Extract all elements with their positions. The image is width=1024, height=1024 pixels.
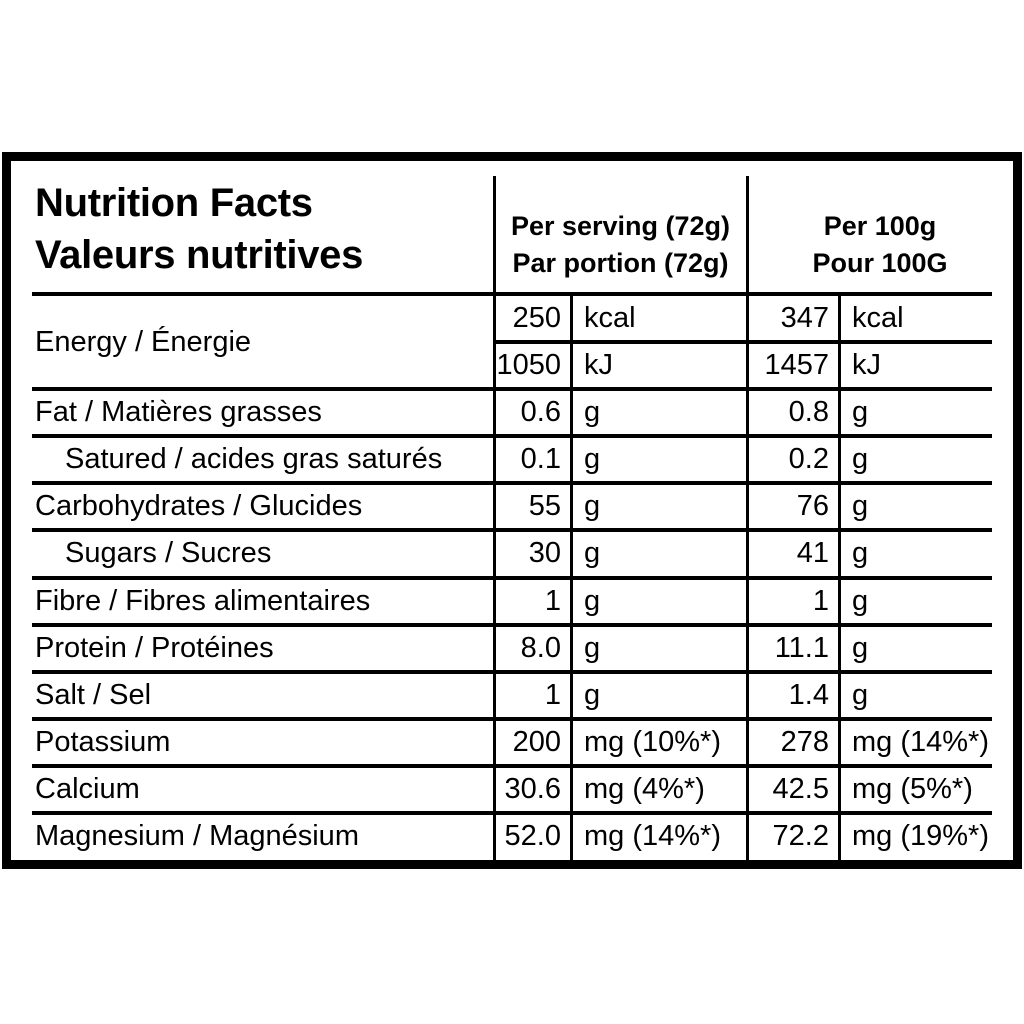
grid-line-horizontal	[32, 387, 992, 392]
value-saturated-per100-unit: g	[852, 443, 869, 476]
value-carbohydrates-serving-amount: 55	[528, 490, 561, 523]
column-header-per-serving-french: Par portion (72g)	[512, 248, 729, 278]
value-energy-serving-unit: kcal	[584, 302, 636, 335]
column-header-per-100g-french: Pour 100G	[812, 248, 948, 278]
value-energy-serving-unit: kJ	[584, 349, 613, 382]
value-protein-per100-unit: g	[852, 631, 869, 664]
value-magnesium-serving-amount: 52.0	[504, 819, 561, 852]
grid-line-vertical	[493, 176, 496, 860]
value-carbohydrates-per100-amount: 76	[796, 490, 829, 523]
grid-line-vertical	[746, 176, 749, 860]
grid-line-horizontal	[32, 716, 992, 721]
value-salt-serving-amount: 1	[544, 678, 561, 711]
row-label-potassium: Potassium	[35, 725, 171, 758]
column-header-per-100g-english: Per 100g	[823, 211, 937, 241]
value-magnesium-per100-unit: mg (19%*)	[852, 819, 989, 852]
column-header-per-serving-english: Per serving (72g)	[510, 211, 731, 241]
row-label-magnesium: Magnesium / Magnésium	[35, 819, 359, 852]
value-fat-serving-unit: g	[584, 396, 601, 429]
value-energy-serving-amount: 250	[512, 302, 561, 335]
value-salt-serving-unit: g	[584, 678, 601, 711]
grid-line-horizontal	[32, 763, 992, 768]
column-header-per-100g: Per 100g Pour 100G	[747, 161, 1013, 295]
value-fibre-serving-unit: g	[584, 584, 601, 617]
value-fat-serving-amount: 0.6	[520, 396, 561, 429]
value-calcium-per100-unit: mg (5%*)	[852, 772, 973, 805]
row-label-fibre: Fibre / Fibres alimentaires	[35, 584, 371, 617]
label-inner-area: Nutrition Facts Valeurs nutritives Per s…	[11, 161, 1013, 860]
row-label-carbohydrates: Carbohydrates / Glucides	[35, 490, 363, 523]
value-fat-per100-amount: 0.8	[788, 396, 829, 429]
value-protein-serving-unit: g	[584, 631, 601, 664]
value-saturated-serving-amount: 0.1	[520, 443, 561, 476]
value-energy-serving-amount: 1050	[496, 349, 561, 382]
value-saturated-per100-amount: 0.2	[788, 443, 829, 476]
row-label-fat: Fat / Matières grasses	[35, 396, 322, 429]
row-label-calcium: Calcium	[35, 772, 140, 805]
value-salt-per100-amount: 1.4	[788, 678, 829, 711]
row-label-energy: Energy / Énergie	[35, 325, 252, 358]
value-carbohydrates-per100-unit: g	[852, 490, 869, 523]
value-calcium-serving-unit: mg (4%*)	[584, 772, 705, 805]
value-fibre-per100-amount: 1	[812, 584, 829, 617]
value-energy-per100-unit: kJ	[852, 349, 881, 382]
value-potassium-serving-unit: mg (10%*)	[584, 725, 721, 758]
title-line-french: Valeurs nutritives	[35, 233, 364, 277]
value-sugars-serving-unit: g	[584, 537, 601, 570]
value-sugars-per100-amount: 41	[796, 537, 829, 570]
grid-line-horizontal	[32, 528, 992, 533]
row-label-saturated: Satured / acides gras saturés	[65, 443, 443, 476]
value-sugars-serving-amount: 30	[528, 537, 561, 570]
value-carbohydrates-serving-unit: g	[584, 490, 601, 523]
grid-line-horizontal-header	[32, 292, 992, 296]
grid-line-horizontal	[32, 810, 992, 815]
value-protein-per100-amount: 11.1	[774, 631, 829, 664]
row-label-protein: Protein / Protéines	[35, 631, 274, 664]
value-fibre-per100-unit: g	[852, 584, 869, 617]
grid-line-horizontal	[32, 669, 992, 674]
label-title: Nutrition Facts Valeurs nutritives	[35, 177, 363, 281]
value-potassium-per100-unit: mg (14%*)	[852, 725, 989, 758]
grid-line-horizontal	[32, 622, 992, 627]
value-calcium-serving-amount: 30.6	[504, 772, 561, 805]
value-fat-per100-unit: g	[852, 396, 869, 429]
value-potassium-serving-amount: 200	[512, 725, 561, 758]
nutrition-label-box: Nutrition Facts Valeurs nutritives Per s…	[2, 152, 1022, 869]
value-calcium-per100-amount: 42.5	[772, 772, 829, 805]
grid-line-horizontal	[32, 434, 992, 439]
value-energy-per100-unit: kcal	[852, 302, 904, 335]
grid-line-horizontal	[32, 575, 992, 580]
value-magnesium-serving-unit: mg (14%*)	[584, 819, 721, 852]
value-fibre-serving-amount: 1	[544, 584, 561, 617]
row-label-sugars: Sugars / Sucres	[65, 537, 272, 570]
title-line-english: Nutrition Facts	[35, 181, 313, 225]
value-energy-per100-amount: 1457	[764, 349, 829, 382]
column-header-per-serving: Per serving (72g) Par portion (72g)	[494, 161, 747, 295]
value-energy-per100-amount: 347	[780, 302, 829, 335]
row-label-salt: Salt / Sel	[35, 678, 152, 711]
value-sugars-per100-unit: g	[852, 537, 869, 570]
value-salt-per100-unit: g	[852, 678, 869, 711]
value-potassium-per100-amount: 278	[780, 725, 829, 758]
grid-line-horizontal	[494, 340, 992, 345]
value-protein-serving-amount: 8.0	[520, 631, 561, 664]
value-saturated-serving-unit: g	[584, 443, 601, 476]
grid-line-horizontal	[32, 481, 992, 486]
value-magnesium-per100-amount: 72.2	[772, 819, 829, 852]
